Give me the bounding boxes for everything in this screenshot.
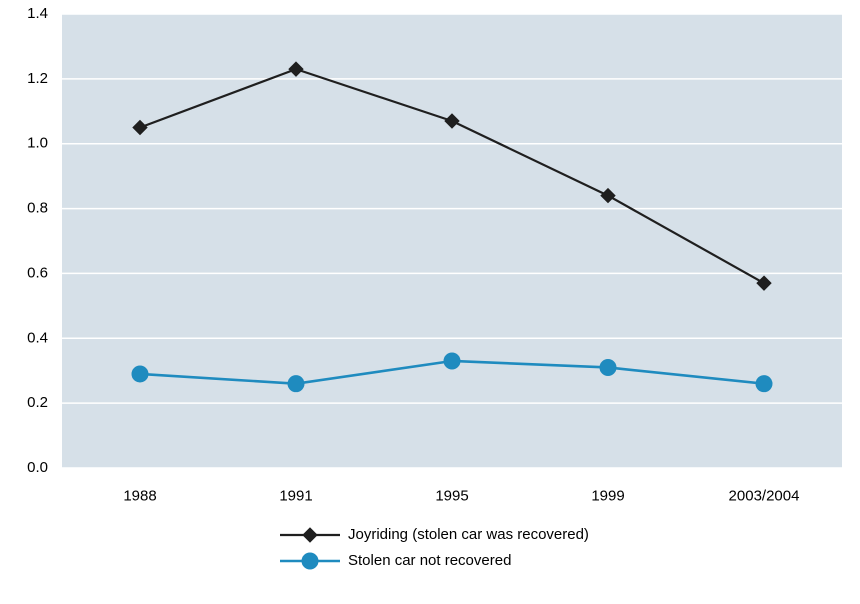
circle-marker <box>302 553 318 569</box>
legend-item-0: Joyriding (stolen car was recovered) <box>280 526 589 543</box>
x-tick-label: 1991 <box>279 487 312 504</box>
circle-marker <box>756 376 772 392</box>
y-tick-label: 0.4 <box>27 329 48 346</box>
circle-marker <box>600 359 616 375</box>
y-tick-label: 0.0 <box>27 459 48 476</box>
legend-item-1: Stolen car not recovered <box>280 552 511 569</box>
circle-marker <box>132 366 148 382</box>
x-tick-label: 1999 <box>591 487 624 504</box>
legend-label: Joyriding (stolen car was recovered) <box>348 526 589 543</box>
y-tick-label: 0.8 <box>27 200 48 217</box>
y-tick-label: 0.6 <box>27 264 48 281</box>
x-tick-label: 1995 <box>435 487 468 504</box>
y-tick-label: 1.4 <box>27 5 48 22</box>
legend-label: Stolen car not recovered <box>348 552 511 569</box>
plot-area <box>62 14 842 468</box>
y-tick-label: 0.2 <box>27 394 48 411</box>
chart-container: 0.0 0.2 0.4 0.6 0.8 1.0 1.2 1.4 1988 1991 1995 1999… <box>0 0 860 604</box>
y-tick-label: 1.2 <box>27 70 48 87</box>
x-tick-label: 1988 <box>123 487 156 504</box>
x-tick-label: 2003/2004 <box>729 487 800 504</box>
line-chart: 0.0 0.2 0.4 0.6 0.8 1.0 1.2 1.4 1988 1991 1995 1999… <box>0 0 860 604</box>
diamond-marker <box>303 528 317 542</box>
circle-marker <box>444 353 460 369</box>
circle-marker <box>288 376 304 392</box>
y-tick-label: 1.0 <box>27 135 48 152</box>
